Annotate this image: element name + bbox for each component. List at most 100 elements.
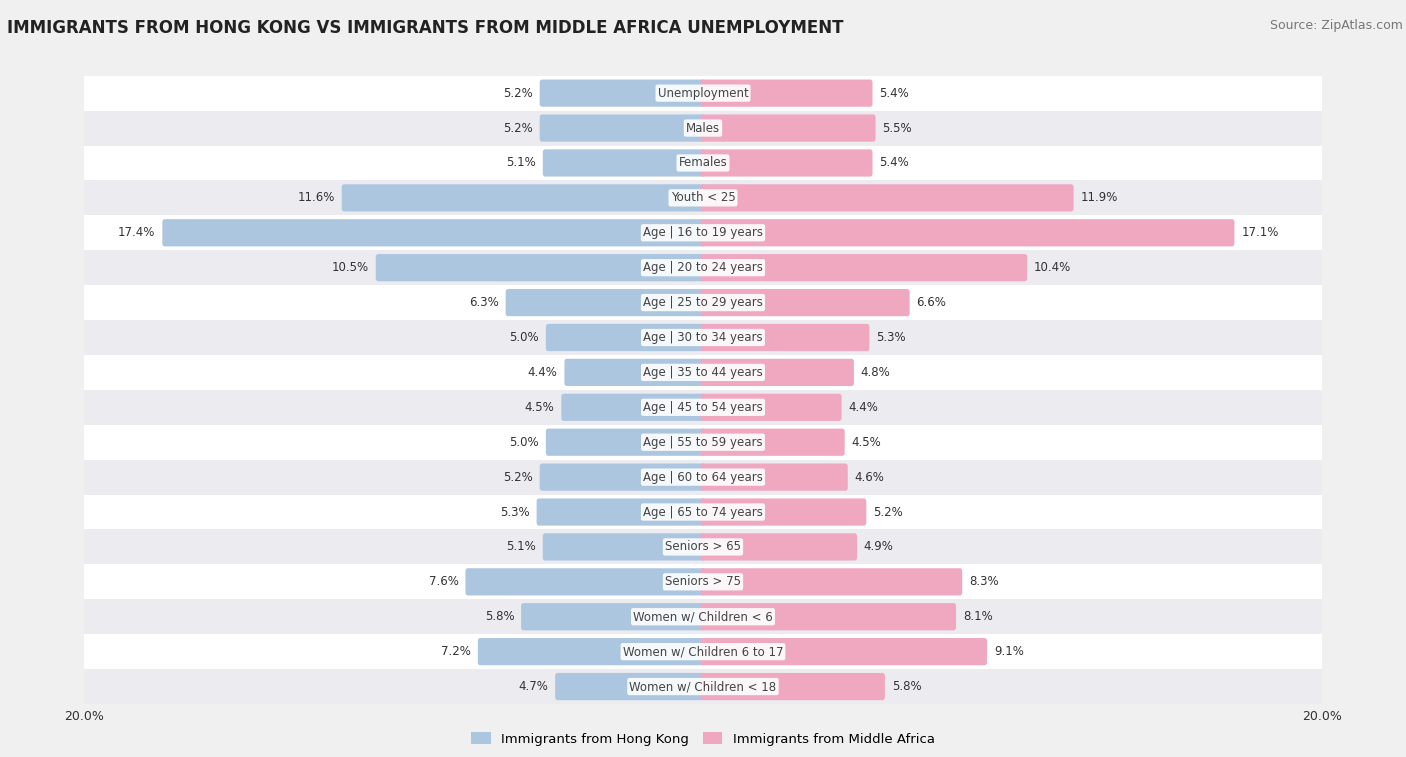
Text: 5.4%: 5.4% <box>879 86 910 100</box>
FancyBboxPatch shape <box>506 289 706 316</box>
Text: Women w/ Children < 18: Women w/ Children < 18 <box>630 680 776 693</box>
Text: Age | 16 to 19 years: Age | 16 to 19 years <box>643 226 763 239</box>
Text: 5.4%: 5.4% <box>879 157 910 170</box>
Text: 5.5%: 5.5% <box>883 122 912 135</box>
Bar <box>84 425 1322 459</box>
FancyBboxPatch shape <box>540 463 706 491</box>
Text: Females: Females <box>679 157 727 170</box>
FancyBboxPatch shape <box>700 394 842 421</box>
Text: Age | 60 to 64 years: Age | 60 to 64 years <box>643 471 763 484</box>
FancyBboxPatch shape <box>465 569 706 596</box>
Text: 5.3%: 5.3% <box>876 331 905 344</box>
Bar <box>84 285 1322 320</box>
Text: 8.3%: 8.3% <box>969 575 998 588</box>
FancyBboxPatch shape <box>478 638 706 665</box>
Text: 5.0%: 5.0% <box>509 436 538 449</box>
Text: Age | 20 to 24 years: Age | 20 to 24 years <box>643 261 763 274</box>
Text: Age | 35 to 44 years: Age | 35 to 44 years <box>643 366 763 379</box>
Bar <box>84 634 1322 669</box>
Bar <box>84 600 1322 634</box>
Text: 5.2%: 5.2% <box>503 471 533 484</box>
FancyBboxPatch shape <box>375 254 706 282</box>
Text: 9.1%: 9.1% <box>994 645 1024 658</box>
Text: 4.7%: 4.7% <box>519 680 548 693</box>
FancyBboxPatch shape <box>700 428 845 456</box>
Bar <box>84 76 1322 111</box>
FancyBboxPatch shape <box>700 359 853 386</box>
FancyBboxPatch shape <box>700 79 873 107</box>
Text: 11.9%: 11.9% <box>1080 192 1118 204</box>
FancyBboxPatch shape <box>700 254 1028 282</box>
FancyBboxPatch shape <box>540 79 706 107</box>
Text: 17.1%: 17.1% <box>1241 226 1278 239</box>
Text: 5.0%: 5.0% <box>509 331 538 344</box>
Bar <box>84 111 1322 145</box>
FancyBboxPatch shape <box>561 394 706 421</box>
Text: 4.9%: 4.9% <box>863 540 894 553</box>
FancyBboxPatch shape <box>555 673 706 700</box>
FancyBboxPatch shape <box>700 149 873 176</box>
Bar <box>84 215 1322 251</box>
Text: 8.1%: 8.1% <box>963 610 993 623</box>
Text: Unemployment: Unemployment <box>658 86 748 100</box>
Text: Women w/ Children 6 to 17: Women w/ Children 6 to 17 <box>623 645 783 658</box>
Text: 5.2%: 5.2% <box>873 506 903 519</box>
FancyBboxPatch shape <box>700 289 910 316</box>
Bar <box>84 494 1322 529</box>
Text: Seniors > 65: Seniors > 65 <box>665 540 741 553</box>
FancyBboxPatch shape <box>540 114 706 142</box>
Bar <box>84 669 1322 704</box>
FancyBboxPatch shape <box>700 569 962 596</box>
Text: 5.8%: 5.8% <box>485 610 515 623</box>
Text: Source: ZipAtlas.com: Source: ZipAtlas.com <box>1270 19 1403 32</box>
Text: Males: Males <box>686 122 720 135</box>
Bar <box>84 459 1322 494</box>
Text: Age | 25 to 29 years: Age | 25 to 29 years <box>643 296 763 309</box>
Text: Age | 65 to 74 years: Age | 65 to 74 years <box>643 506 763 519</box>
Legend: Immigrants from Hong Kong, Immigrants from Middle Africa: Immigrants from Hong Kong, Immigrants fr… <box>465 727 941 751</box>
Bar <box>84 355 1322 390</box>
Text: 5.2%: 5.2% <box>503 86 533 100</box>
Text: 6.6%: 6.6% <box>917 296 946 309</box>
Text: 4.4%: 4.4% <box>848 400 879 414</box>
FancyBboxPatch shape <box>700 603 956 631</box>
Bar <box>84 145 1322 180</box>
Text: 10.4%: 10.4% <box>1033 261 1071 274</box>
Text: Age | 45 to 54 years: Age | 45 to 54 years <box>643 400 763 414</box>
Bar <box>84 565 1322 600</box>
Text: 17.4%: 17.4% <box>118 226 156 239</box>
Text: 5.1%: 5.1% <box>506 540 536 553</box>
Text: 5.8%: 5.8% <box>891 680 921 693</box>
FancyBboxPatch shape <box>700 184 1074 211</box>
Bar <box>84 180 1322 215</box>
Text: Youth < 25: Youth < 25 <box>671 192 735 204</box>
Text: 5.2%: 5.2% <box>503 122 533 135</box>
FancyBboxPatch shape <box>537 498 706 525</box>
Text: Age | 30 to 34 years: Age | 30 to 34 years <box>643 331 763 344</box>
Text: IMMIGRANTS FROM HONG KONG VS IMMIGRANTS FROM MIDDLE AFRICA UNEMPLOYMENT: IMMIGRANTS FROM HONG KONG VS IMMIGRANTS … <box>7 19 844 37</box>
Text: 4.8%: 4.8% <box>860 366 890 379</box>
Bar <box>84 320 1322 355</box>
FancyBboxPatch shape <box>700 114 876 142</box>
FancyBboxPatch shape <box>700 498 866 525</box>
FancyBboxPatch shape <box>700 534 858 560</box>
Text: 5.3%: 5.3% <box>501 506 530 519</box>
FancyBboxPatch shape <box>700 638 987 665</box>
Text: 11.6%: 11.6% <box>298 192 335 204</box>
Text: Age | 55 to 59 years: Age | 55 to 59 years <box>643 436 763 449</box>
Text: Seniors > 75: Seniors > 75 <box>665 575 741 588</box>
FancyBboxPatch shape <box>564 359 706 386</box>
Text: 4.5%: 4.5% <box>852 436 882 449</box>
Text: 4.5%: 4.5% <box>524 400 554 414</box>
FancyBboxPatch shape <box>543 149 706 176</box>
Bar <box>84 251 1322 285</box>
Bar <box>84 390 1322 425</box>
Text: 7.6%: 7.6% <box>429 575 458 588</box>
FancyBboxPatch shape <box>700 324 869 351</box>
FancyBboxPatch shape <box>546 428 706 456</box>
FancyBboxPatch shape <box>162 220 706 246</box>
Text: 6.3%: 6.3% <box>470 296 499 309</box>
Text: 4.4%: 4.4% <box>527 366 558 379</box>
Text: 10.5%: 10.5% <box>332 261 368 274</box>
FancyBboxPatch shape <box>700 220 1234 246</box>
